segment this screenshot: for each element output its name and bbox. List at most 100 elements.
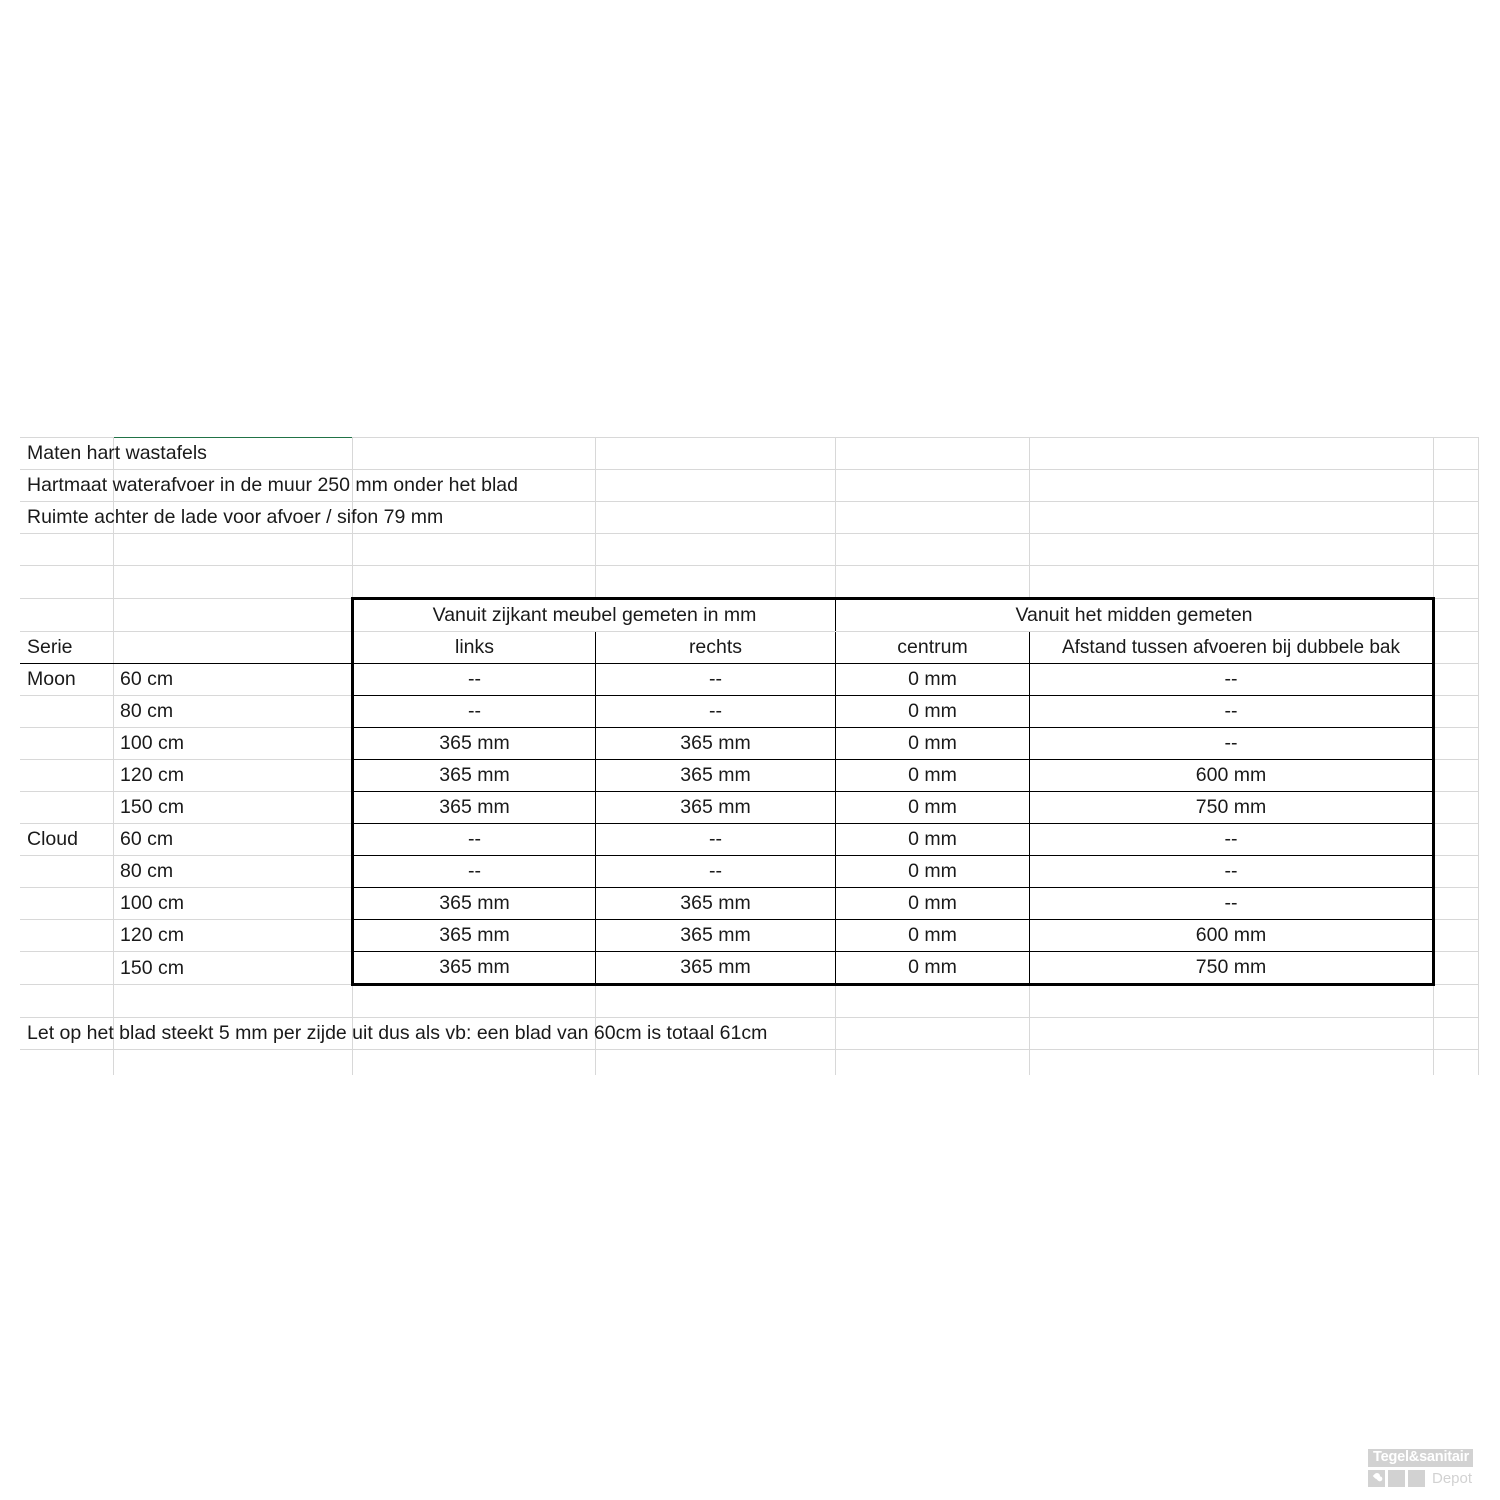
cell-b19 xyxy=(113,1017,353,1050)
watermark-brand: Tegel&sanitair xyxy=(1368,1449,1474,1467)
cell-rechts: 365 mm xyxy=(595,791,836,824)
table-row: 120 cm 365 mm 365 mm 0 mm 600 mm xyxy=(20,919,1479,952)
cell-links: -- xyxy=(351,823,596,856)
cell-b2 xyxy=(113,469,353,502)
cell-e20 xyxy=(835,1049,1030,1076)
cell-title-1: Maten hart wastafels xyxy=(20,437,207,470)
cell-e1 xyxy=(835,437,1030,470)
cell-size: 120 cm xyxy=(113,919,353,952)
row-title-2: Hartmaat waterafvoer in de muur 250 mm o… xyxy=(20,469,1479,502)
cell-afstand: 750 mm xyxy=(1029,951,1435,986)
cell-tail xyxy=(1433,791,1479,824)
row-group-headers: Vanuit zijkant meubel gemeten in mm Vanu… xyxy=(20,597,1479,632)
cell-d3 xyxy=(595,501,836,534)
cell-serie xyxy=(20,759,114,792)
cell-b18 xyxy=(113,984,353,1018)
cell-f18 xyxy=(1029,984,1434,1018)
cell-size: 80 cm xyxy=(113,695,353,728)
cell-centrum: 0 mm xyxy=(835,823,1030,856)
cell-serie xyxy=(20,919,114,952)
cell-f19 xyxy=(1029,1017,1434,1050)
cell-e18 xyxy=(835,984,1030,1018)
table-row: 150 cm 365 mm 365 mm 0 mm 750 mm xyxy=(20,951,1479,986)
cell-d18 xyxy=(595,984,836,1018)
cell-links: 365 mm xyxy=(351,919,596,952)
cell-g20 xyxy=(1433,1049,1479,1076)
cell-f1 xyxy=(1029,437,1434,470)
cell-f2 xyxy=(1029,469,1434,502)
cell-size: 100 cm xyxy=(113,727,353,760)
cell-rechts: 365 mm xyxy=(595,759,836,792)
cell-g5 xyxy=(1433,565,1479,599)
cell-e2 xyxy=(835,469,1030,502)
table-row: Moon 60 cm -- -- 0 mm -- xyxy=(20,663,1479,696)
cell-serie xyxy=(20,791,114,824)
cell-g6 xyxy=(1433,598,1479,632)
cell-serie xyxy=(20,727,114,760)
cell-d20 xyxy=(595,1049,836,1076)
cell-tail xyxy=(1433,887,1479,920)
cell-afstand: -- xyxy=(1029,727,1435,760)
cell-links: -- xyxy=(351,695,596,728)
cell-afstand: -- xyxy=(1029,855,1435,888)
cell-afstand: 600 mm xyxy=(1029,919,1435,952)
cell-footnote: Let op het blad steekt 5 mm per zijde ui… xyxy=(20,1017,767,1050)
cell-c4 xyxy=(352,533,596,566)
cell-f5 xyxy=(1029,565,1434,599)
cell-serie: Cloud xyxy=(20,823,114,856)
cell-afstand: 600 mm xyxy=(1029,759,1435,792)
table-row: 100 cm 365 mm 365 mm 0 mm -- xyxy=(20,887,1479,920)
cell-centrum: 0 mm xyxy=(835,727,1030,760)
cell-size: 60 cm xyxy=(113,663,353,696)
watermark-sub: Depot xyxy=(1432,1470,1473,1487)
col-header-links: links xyxy=(351,631,596,664)
cell-e3 xyxy=(835,501,1030,534)
table-row: Cloud 60 cm -- -- 0 mm -- xyxy=(20,823,1479,856)
cell-links: 365 mm xyxy=(351,887,596,920)
cell-title-2: Hartmaat waterafvoer in de muur 250 mm o… xyxy=(20,469,518,502)
cell-g18 xyxy=(1433,984,1479,1018)
cell-rechts: 365 mm xyxy=(595,951,836,986)
cell-b3 xyxy=(113,501,353,534)
cell-e4 xyxy=(835,533,1030,566)
cell-rechts: 365 mm xyxy=(595,887,836,920)
cell-size: 150 cm xyxy=(113,951,353,985)
cell-serie xyxy=(20,887,114,920)
cell-title-3: Ruimte achter de lade voor afvoer / sifo… xyxy=(20,501,443,534)
cell-links: 365 mm xyxy=(351,951,596,986)
cell-links: 365 mm xyxy=(351,759,596,792)
cell-centrum: 0 mm xyxy=(835,951,1030,986)
col-header-size xyxy=(113,631,353,664)
row-blank-1 xyxy=(20,533,1479,566)
cell-c3 xyxy=(352,501,596,534)
cell-e19 xyxy=(835,1017,1030,1050)
cell-links: -- xyxy=(351,855,596,888)
cell-centrum: 0 mm xyxy=(835,759,1030,792)
cell-centrum: 0 mm xyxy=(835,663,1030,696)
cell-serie xyxy=(20,951,114,985)
row-title-3: Ruimte achter de lade voor afvoer / sifo… xyxy=(20,501,1479,534)
cell-size: 150 cm xyxy=(113,791,353,824)
col-header-afstand: Afstand tussen afvoeren bij dubbele bak xyxy=(1029,631,1435,664)
cell-c19 xyxy=(352,1017,596,1050)
cell-a5 xyxy=(20,565,114,599)
row-title-1: Maten hart wastafels xyxy=(20,437,1479,470)
spreadsheet-canvas: Maten hart wastafels Hartmaat waterafvoe… xyxy=(20,437,1479,1076)
title-line-1: Maten hart wastafels xyxy=(27,442,207,464)
row-blank-3 xyxy=(20,984,1479,1018)
cell-c20 xyxy=(352,1049,596,1076)
cell-serie: Moon xyxy=(20,663,114,696)
group-header-side: Vanuit zijkant meubel gemeten in mm xyxy=(351,597,836,632)
cell-tail xyxy=(1433,823,1479,856)
cell-size: 60 cm xyxy=(113,823,353,856)
cell-c18 xyxy=(352,984,596,1018)
cell-serie xyxy=(20,695,114,728)
cell-tail xyxy=(1433,727,1479,760)
logo-square-3-icon xyxy=(1408,1470,1425,1487)
cell-g7 xyxy=(1433,631,1479,664)
cell-g4 xyxy=(1433,533,1479,566)
cell-d5 xyxy=(595,565,836,599)
table-row: 80 cm -- -- 0 mm -- xyxy=(20,695,1479,728)
cell-rechts: -- xyxy=(595,855,836,888)
cell-links: -- xyxy=(351,663,596,696)
